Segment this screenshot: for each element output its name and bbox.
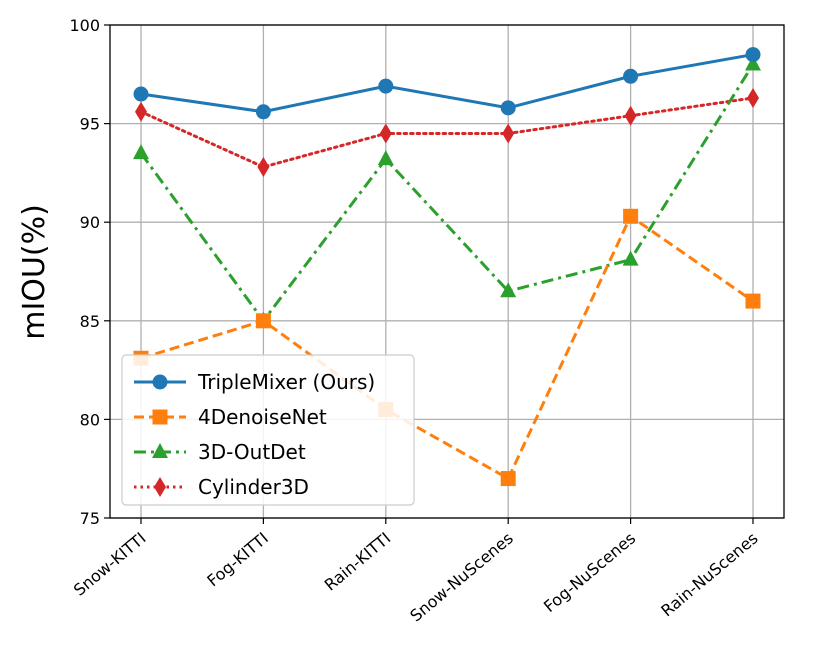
legend-label: TripleMixer (Ours) xyxy=(197,370,375,394)
data-point xyxy=(745,293,761,309)
data-point xyxy=(745,47,761,63)
legend-box xyxy=(121,354,415,506)
legend: TripleMixer (Ours) 4DenoiseNet 3D-OutDet Cy… xyxy=(121,354,415,506)
y-tick-label: 90 xyxy=(80,213,100,232)
series-line xyxy=(140,53,754,114)
data-point xyxy=(257,156,270,177)
data-point xyxy=(623,68,639,84)
data-point xyxy=(378,78,394,94)
data-point xyxy=(745,55,761,71)
data-point xyxy=(133,144,149,160)
legend-label: 3D-OutDet xyxy=(198,440,306,464)
legend-entry: Cylinder3D xyxy=(134,475,309,499)
y-tick-label: 100 xyxy=(69,16,100,35)
legend-marker xyxy=(152,443,168,458)
plot-frame xyxy=(109,24,785,519)
series-cylinder3d xyxy=(135,87,759,177)
data-point xyxy=(255,313,271,329)
legend-marker xyxy=(154,477,166,497)
legend-label: 4DenoiseNet xyxy=(198,405,327,429)
data-point xyxy=(500,282,517,298)
data-point xyxy=(500,471,516,487)
legend-entry: 4DenoiseNet xyxy=(134,405,327,429)
y-tick-label: 85 xyxy=(80,312,100,331)
data-point xyxy=(502,123,515,144)
data-point xyxy=(623,208,639,224)
data-point xyxy=(255,104,271,120)
legend-label: Cylinder3D xyxy=(198,475,309,499)
data-point xyxy=(500,100,516,116)
data-point xyxy=(624,105,637,126)
data-point xyxy=(133,86,149,102)
y-axis-label: mIOU(%) xyxy=(17,204,52,340)
series-line xyxy=(139,96,755,169)
data-point xyxy=(622,250,639,266)
y-tick-label: 80 xyxy=(80,410,100,429)
series-line xyxy=(139,63,755,324)
y-tick-label: 95 xyxy=(80,115,100,134)
data-point xyxy=(747,87,759,108)
series-triplemixer-ours- xyxy=(133,47,761,120)
legend-marker xyxy=(152,374,168,390)
series-line xyxy=(140,214,754,481)
legend-entry: TripleMixer (Ours) xyxy=(134,370,375,394)
data-point xyxy=(379,123,392,144)
data-point xyxy=(135,101,147,122)
legend-marker xyxy=(152,409,168,425)
data-point xyxy=(377,150,394,166)
y-tick-label: 75 xyxy=(80,509,100,528)
legend-entry: 3D-OutDet xyxy=(134,440,306,464)
series-3d-outdet xyxy=(133,55,761,327)
